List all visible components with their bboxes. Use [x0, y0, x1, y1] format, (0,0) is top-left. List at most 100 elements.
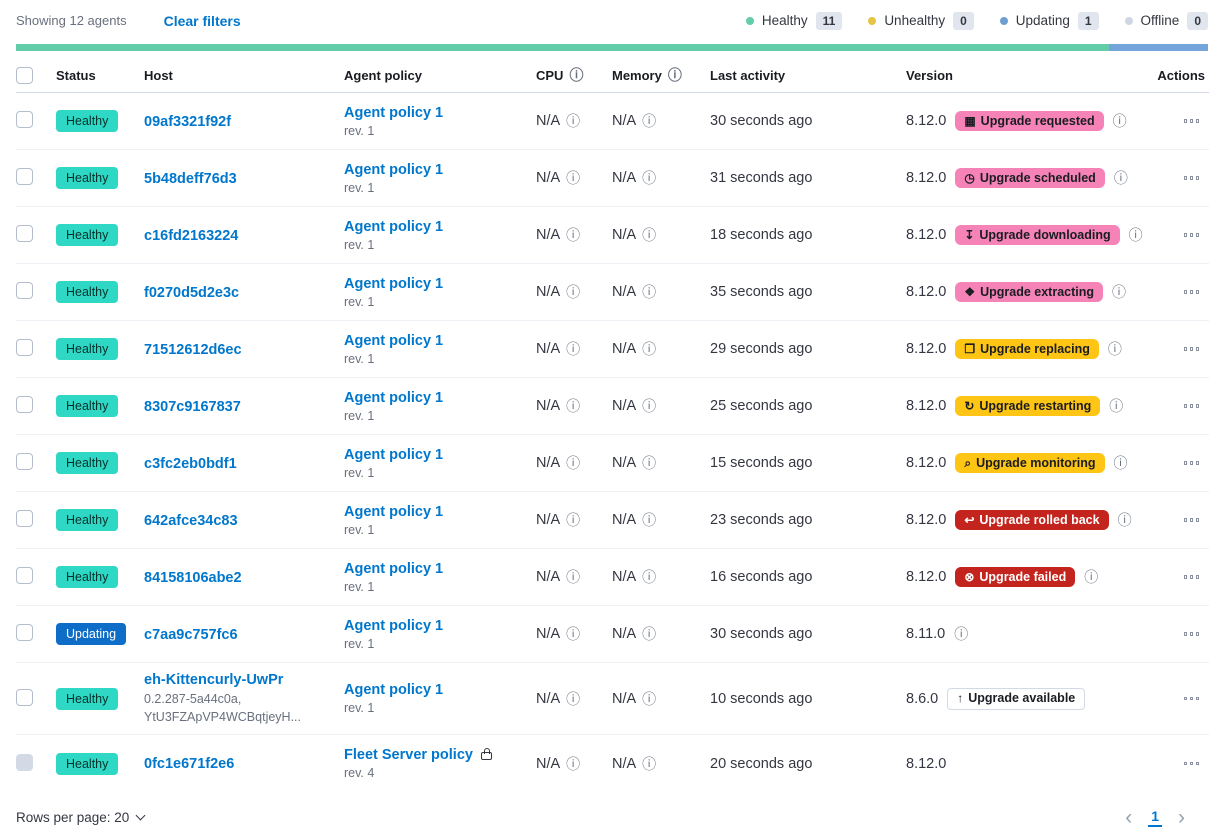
agent-policy-link[interactable]: Agent policy 1 — [344, 275, 444, 292]
host-link[interactable]: c16fd2163224 — [144, 227, 239, 244]
agent-policy-link[interactable]: Agent policy 1 — [344, 104, 444, 121]
info-icon[interactable]: ⓘ — [642, 113, 657, 129]
actions-menu-button[interactable] — [1182, 286, 1202, 298]
memory-value: N/A — [612, 626, 637, 642]
next-page-button[interactable]: › — [1178, 806, 1185, 829]
select-all-checkbox[interactable] — [16, 66, 33, 84]
info-icon[interactable]: ⓘ — [566, 227, 581, 243]
info-icon[interactable]: ⓘ — [642, 512, 657, 528]
actions-menu-button[interactable] — [1182, 343, 1202, 355]
agents-toolbar: Showing 12 agents Clear filters Healthy … — [0, 0, 1225, 41]
row-checkbox[interactable] — [16, 567, 33, 584]
upgrade-badge-label: Upgrade restarting — [979, 398, 1092, 413]
version-info-icon[interactable]: ⓘ — [954, 626, 969, 642]
info-icon[interactable]: ⓘ — [642, 398, 657, 414]
upgrade-badge: ❐ Upgrade replacing — [955, 339, 1099, 359]
host-link[interactable]: c3fc2eb0bdf1 — [144, 455, 237, 472]
info-icon[interactable]: ⓘ — [566, 690, 581, 707]
info-icon[interactable]: ⓘ — [566, 113, 581, 129]
actions-menu-button[interactable] — [1182, 571, 1202, 583]
version-info-icon[interactable]: ⓘ — [1113, 455, 1128, 471]
row-checkbox[interactable] — [16, 339, 33, 356]
host-link[interactable]: f0270d5d2e3c — [144, 284, 240, 301]
info-icon[interactable]: ⓘ — [566, 626, 581, 642]
info-icon[interactable]: ⓘ — [642, 755, 657, 772]
version-info-icon[interactable]: ⓘ — [1084, 569, 1099, 585]
last-activity-value: 29 seconds ago — [710, 341, 813, 357]
host-link[interactable]: 642afce34c83 — [144, 512, 238, 529]
agent-policy-link[interactable]: Agent policy 1 — [344, 617, 444, 634]
agent-policy-link[interactable]: Agent policy 1 — [344, 503, 444, 520]
actions-menu-button[interactable] — [1182, 693, 1202, 705]
info-icon[interactable]: ⓘ — [642, 455, 657, 471]
version-info-icon[interactable]: ⓘ — [1109, 398, 1124, 414]
version-info-icon[interactable]: ⓘ — [1112, 113, 1127, 129]
row-checkbox[interactable] — [16, 624, 33, 641]
actions-menu-button[interactable] — [1182, 514, 1202, 526]
agent-policy-link[interactable]: Agent policy 1 — [344, 389, 444, 406]
clear-filters-link[interactable]: Clear filters — [163, 12, 241, 29]
inspect-icon: ⌕ — [964, 455, 972, 470]
host-subtext: 0.2.287-5a44c0a, YtU3FZApVP4WCBqtjeyH... — [144, 692, 301, 724]
previous-page-button[interactable]: ‹ — [1125, 806, 1133, 829]
agent-policy-link[interactable]: Agent policy 1 — [344, 560, 444, 577]
row-checkbox[interactable] — [16, 396, 33, 413]
row-checkbox[interactable] — [16, 111, 33, 128]
host-link[interactable]: c7aa9c757fc6 — [144, 626, 238, 643]
info-icon[interactable]: ⓘ — [642, 569, 657, 585]
rows-per-page-button[interactable]: Rows per page: 20 — [16, 810, 146, 825]
info-icon[interactable]: ⓘ — [642, 170, 657, 186]
version-info-icon[interactable]: ⓘ — [1117, 512, 1132, 528]
row-checkbox[interactable] — [16, 510, 33, 527]
actions-menu-button[interactable] — [1182, 758, 1202, 770]
actions-menu-button[interactable] — [1182, 400, 1202, 412]
host-link[interactable]: 71512612d6ec — [144, 341, 242, 358]
info-icon[interactable]: ⓘ — [566, 569, 581, 585]
actions-menu-button[interactable] — [1182, 628, 1202, 640]
version-info-icon[interactable]: ⓘ — [1112, 284, 1127, 300]
agent-policy-link[interactable]: Fleet Server policy — [344, 747, 473, 763]
host-link[interactable]: 8307c9167837 — [144, 398, 241, 415]
policy-revision: rev. 1 — [344, 636, 375, 651]
version-info-icon[interactable]: ⓘ — [1128, 227, 1143, 243]
info-icon[interactable]: ⓘ — [642, 284, 657, 300]
version-info-icon[interactable]: ⓘ — [1107, 341, 1122, 357]
info-icon[interactable]: ⓘ — [642, 690, 657, 707]
table-row: Healthy 8307c9167837 Agent policy 1 rev.… — [16, 378, 1209, 435]
actions-menu-button[interactable] — [1182, 457, 1202, 469]
info-icon[interactable]: ⓘ — [566, 512, 581, 528]
agent-policy-link[interactable]: Agent policy 1 — [344, 218, 444, 235]
info-icon[interactable]: ⓘ — [566, 341, 581, 357]
agent-policy-link[interactable]: Agent policy 1 — [344, 446, 444, 463]
row-checkbox[interactable] — [16, 282, 33, 299]
arrow-up-icon: ↑ — [957, 691, 964, 705]
info-icon[interactable]: ⓘ — [566, 755, 581, 772]
info-icon[interactable]: ⓘ — [566, 455, 581, 471]
row-checkbox[interactable] — [16, 453, 33, 470]
version-value: 8.12.0 — [906, 227, 947, 243]
host-link[interactable]: 84158106abe2 — [144, 569, 242, 586]
actions-menu-button[interactable] — [1182, 172, 1202, 184]
row-checkbox[interactable] — [16, 688, 33, 706]
host-link[interactable]: 09af3321f92f — [144, 113, 232, 130]
actions-menu-button[interactable] — [1182, 229, 1202, 241]
row-checkbox[interactable] — [16, 225, 33, 242]
version-info-icon[interactable]: ⓘ — [1113, 170, 1128, 186]
info-icon[interactable]: ⓘ — [566, 284, 581, 300]
info-icon[interactable]: ⓘ — [642, 227, 657, 243]
row-checkbox[interactable] — [16, 168, 33, 185]
page-number-1[interactable]: 1 — [1148, 808, 1162, 827]
host-link[interactable]: eh-Kittencurly-UwPr — [144, 672, 284, 688]
agent-policy-link[interactable]: Agent policy 1 — [344, 332, 444, 349]
host-link[interactable]: 0fc1e671f2e6 — [144, 756, 235, 772]
actions-menu-button[interactable] — [1182, 115, 1202, 127]
agent-policy-link[interactable]: Agent policy 1 — [344, 161, 444, 178]
info-icon[interactable]: ⓘ — [642, 341, 657, 357]
info-icon[interactable]: ⓘ — [667, 67, 682, 83]
info-icon[interactable]: ⓘ — [642, 626, 657, 642]
info-icon[interactable]: ⓘ — [566, 170, 581, 186]
agent-policy-link[interactable]: Agent policy 1 — [344, 682, 444, 698]
info-icon[interactable]: ⓘ — [566, 398, 581, 414]
host-link[interactable]: 5b48deff76d3 — [144, 170, 237, 187]
info-icon[interactable]: ⓘ — [569, 67, 584, 83]
